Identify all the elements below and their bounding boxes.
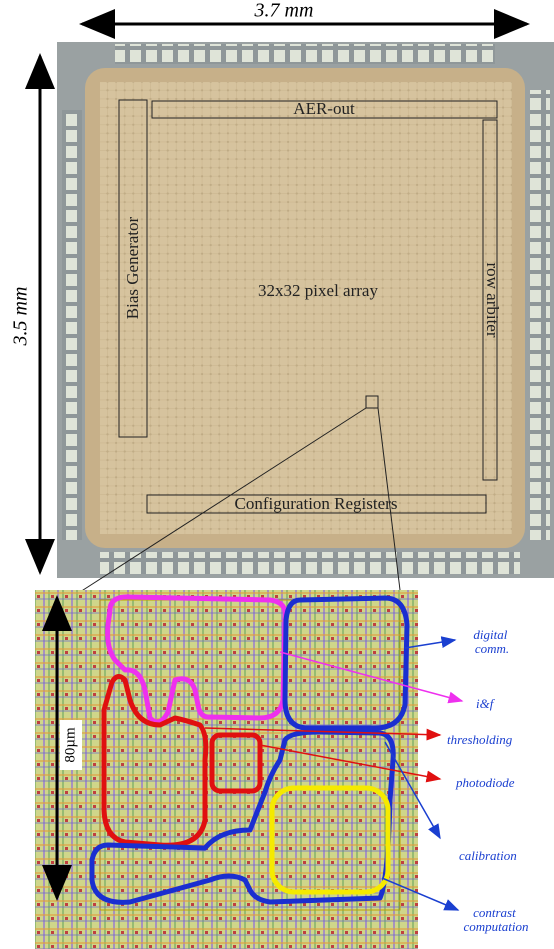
- annotation: digital comm.: [473, 627, 510, 656]
- annotation: calibration: [459, 848, 517, 863]
- block-label: Bias Generator: [123, 216, 142, 319]
- block-label: row arbiter: [483, 262, 502, 337]
- die-photo: [57, 42, 554, 578]
- annotation-line: contrast: [473, 905, 516, 920]
- annotation: thresholding: [447, 732, 513, 747]
- annotation-line: digital: [473, 627, 507, 642]
- height-label: 3.5 mm: [10, 287, 32, 347]
- annotation: photodiode: [455, 775, 515, 790]
- annotation-line: comm.: [475, 641, 509, 656]
- annotation: i&f: [476, 696, 496, 711]
- width-label: 3.7 mm: [254, 0, 314, 22]
- block-label: AER-out: [293, 99, 355, 118]
- size-label-bg: [60, 720, 82, 770]
- block-label: Configuration Registers: [235, 494, 398, 513]
- size-label: 80µm: [62, 727, 78, 763]
- block-label: 32x32 pixel array: [258, 281, 378, 300]
- region-outlines: [89, 594, 410, 905]
- pixel-layout: [35, 590, 418, 949]
- annotation-arrows: [204, 636, 464, 911]
- annotation-line: computation: [464, 919, 529, 934]
- block-outlines: [79, 99, 498, 593]
- annotation: contrast computation: [464, 905, 529, 934]
